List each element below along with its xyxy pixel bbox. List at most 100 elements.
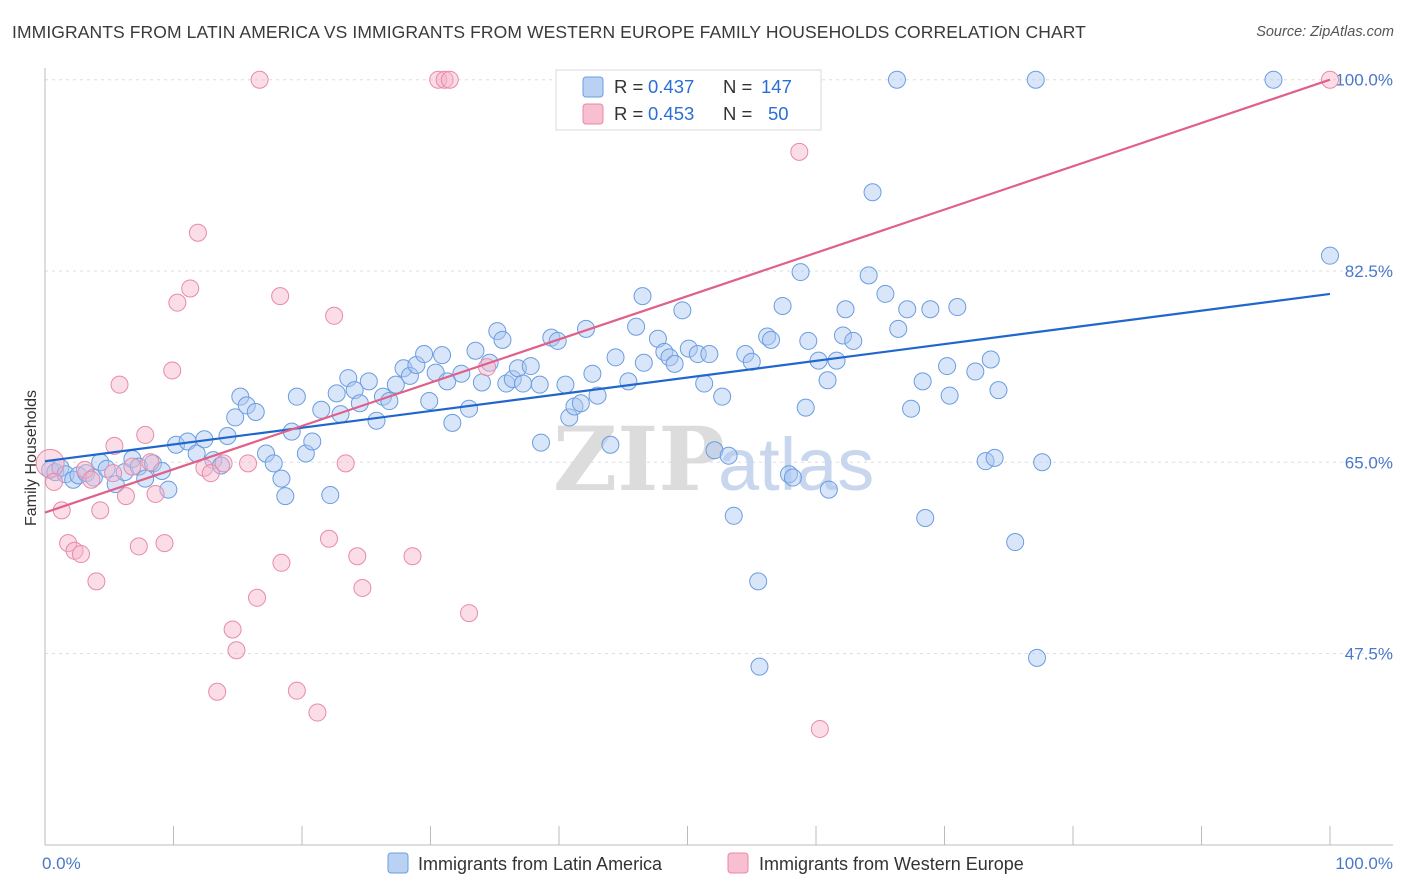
latin-america-point [560,408,579,427]
x-tick-label-max: 100.0% [1335,854,1393,873]
western-europe-point [214,454,233,473]
latin-america-point [571,394,590,413]
latin-america-point [985,448,1004,467]
western-europe-point [188,223,207,242]
latin-america-point [493,330,512,349]
latin-america-point [287,387,306,406]
chart-title: IMMIGRANTS FROM LATIN AMERICA VS IMMIGRA… [12,22,1086,42]
latin-america-point [606,348,625,367]
y-tick-label-1: 65.0% [1345,453,1393,472]
western-europe-point [105,436,124,455]
latin-america-point [627,317,646,336]
latin-america-point [1026,70,1045,89]
latin-america-point [799,331,818,350]
y-tick-labels: 47.5% 65.0% 82.5% 100.0% [1335,71,1393,664]
western-europe-point [141,453,160,472]
latin-america-point [359,372,378,391]
western-europe-point [223,620,242,639]
western-europe-point [239,454,258,473]
western-europe-point [129,537,148,556]
legend-n-label-2: N = [723,103,752,124]
western-europe-point [44,472,63,491]
latin-america-point [948,298,967,317]
latin-america-point [246,402,265,421]
grid-lines [45,79,1393,655]
western-europe-point [271,287,290,306]
latin-america-point [415,345,434,364]
y-tick-label-0: 47.5% [1345,645,1393,664]
latin-america-point [940,386,959,405]
western-europe-point [146,484,165,503]
latin-america-point [521,357,540,376]
western-europe-point [163,361,182,380]
latin-america-point [556,375,575,394]
latin-america-point [226,408,245,427]
latin-america-point [303,432,322,451]
legend-r-label-1: R = [614,76,643,97]
axes [44,68,1393,846]
series-latin-america-points [41,70,1339,676]
latin-america-point [719,446,738,465]
latin-america-point [921,300,940,319]
latin-america-point [466,341,485,360]
latin-america-point [673,301,692,320]
latin-america-point [836,300,855,319]
latin-america-point [796,398,815,417]
latin-america-point [913,372,932,391]
latin-america-point [400,366,419,385]
watermark-zip: ZIP [553,407,725,511]
latin-america-point [1006,533,1025,552]
western-europe-point [353,578,372,597]
series-legend-label-blue: Immigrants from Latin America [418,854,663,874]
legend-r-label-2: R = [614,103,643,124]
western-europe-point [272,553,291,572]
latin-america-point [619,372,638,391]
latin-america-point [1033,453,1052,472]
latin-america-point [272,469,291,488]
series-legend-label-pink: Immigrants from Western Europe [759,854,1024,874]
latin-america-point [887,70,906,89]
stats-legend: R = 0.437 N = 147 R = 0.453 N = 50 [555,69,822,131]
western-europe-point [348,547,367,566]
western-europe-point [336,454,355,473]
series-western-europe-points [35,70,1339,738]
latin-america-point [938,357,957,376]
latin-america-point [438,372,457,391]
western-europe-point [250,70,269,89]
western-europe-point [460,604,479,623]
y-tick-label-3: 100.0% [1335,71,1393,90]
western-europe-point [136,425,155,444]
latin-america-point [386,375,405,394]
latin-america-point [532,433,551,452]
latin-america-point [1264,70,1283,89]
series-legend-swatch-blue [387,852,409,874]
latin-america-point [514,374,533,393]
latin-america-point [633,287,652,306]
legend-swatch-pink [582,103,604,125]
latin-america-point [898,300,917,319]
western-europe-point [104,464,123,483]
western-europe-point [440,70,459,89]
western-europe-point [82,470,101,489]
latin-america-point [433,346,452,365]
western-europe-point [75,460,94,479]
latin-america-point [576,319,595,338]
latin-america-point [773,296,792,315]
latin-america-point [791,263,810,282]
western-europe-point [790,142,809,161]
latin-america-point [276,487,295,506]
western-europe-point [91,501,110,520]
western-europe-point [308,703,327,722]
western-europe-point [35,448,65,478]
latin-america-point [783,468,802,487]
watermark: ZIP atlas [553,407,874,511]
western-europe-point [403,547,422,566]
latin-america-trend-line [44,292,1331,463]
western-europe-point [168,293,187,312]
legend-r-value-1: 0.437 [648,76,694,97]
latin-america-point [380,392,399,411]
latin-america-point [327,384,346,403]
western-europe-trend-line [44,78,1331,514]
latin-america-point [601,435,620,454]
